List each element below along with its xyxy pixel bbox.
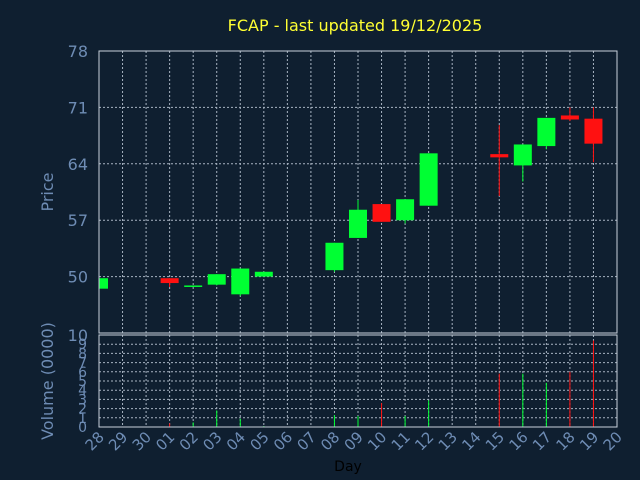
frames (98, 50, 618, 428)
volume-bars (169, 340, 594, 427)
volume-axis-label: Volume (0000) (38, 322, 57, 440)
volume-tick-label: 5 (78, 374, 87, 390)
x-tick-label: 15 (482, 428, 508, 454)
x-tick-label: 04 (223, 428, 249, 454)
x-tick-label: 06 (270, 428, 296, 454)
candle-body-28 (99, 278, 108, 289)
candle-body-10 (372, 204, 391, 222)
volume-tick-label: 8 (78, 346, 87, 362)
x-tick-label: 17 (529, 428, 555, 454)
price-grid (99, 51, 617, 333)
candle-body-11 (396, 199, 415, 221)
x-tick-label: 11 (388, 428, 414, 454)
volume-tick-label: 0 (78, 420, 87, 436)
x-tick-label: 13 (435, 428, 461, 454)
price-plot-frame (98, 50, 618, 334)
x-tick-label: 19 (576, 428, 602, 454)
x-tick-label: 01 (152, 428, 178, 454)
candle-body-01 (160, 278, 179, 284)
x-tick-label: 30 (129, 428, 155, 454)
x-tick-label: 20 (600, 428, 626, 454)
x-tick-label: 05 (246, 428, 272, 454)
x-tick-label: 02 (176, 428, 202, 454)
x-tick-label: 16 (505, 428, 531, 454)
candle-body-16 (513, 144, 532, 166)
price-ticks: 78 71 64 57 50 (68, 42, 88, 287)
volume-tick-label: 7 (78, 356, 87, 372)
y-axis-label: Price (38, 172, 57, 211)
candle-body-02 (184, 285, 203, 287)
candle-body-09 (349, 209, 367, 238)
candle-body-18 (560, 115, 579, 120)
volume-tick-label: 6 (78, 365, 87, 381)
volume-tick-label: 4 (78, 383, 87, 399)
candle-body-15 (490, 154, 509, 158)
x-tick-label: 29 (105, 428, 131, 454)
x-ticks: 2829300102030405060708091011121314151617… (82, 428, 626, 454)
x-tick-label: 09 (341, 428, 367, 454)
x-tick-label: 12 (411, 428, 437, 454)
candle-body-04 (231, 268, 250, 295)
x-tick-label: 03 (199, 428, 225, 454)
volume-tick-label: 9 (78, 337, 87, 353)
chart-title: FCAP - last updated 19/12/2025 (228, 16, 483, 35)
candle-body-12 (419, 153, 438, 206)
candle-body-19 (584, 118, 603, 144)
x-tick-label: 10 (364, 428, 390, 454)
candles (98, 107, 603, 296)
volume-tick-label: 10 (68, 326, 88, 345)
candle-body-08 (325, 242, 344, 271)
volume-tick-label: 3 (78, 392, 87, 408)
x-tick-label: 07 (294, 428, 320, 454)
candle-body-17 (537, 117, 556, 147)
candle-body-03 (207, 274, 226, 285)
price-tick-label: 64 (68, 155, 88, 174)
price-tick-label: 57 (68, 211, 88, 230)
candle-body-05 (254, 271, 273, 277)
volume-tick-label: 2 (78, 402, 87, 418)
price-tick-label: 78 (68, 42, 88, 61)
volume-tick-label: 1 (78, 411, 87, 427)
price-tick-label: 50 (68, 268, 88, 287)
x-tick-label: 14 (458, 428, 484, 454)
x-axis-label: Day (334, 459, 362, 475)
x-tick-label: 18 (553, 428, 579, 454)
volume-plot-frame (98, 334, 618, 428)
x-tick-label: 08 (317, 428, 343, 454)
volume-grid (99, 335, 617, 427)
price-tick-label: 71 (68, 98, 88, 117)
